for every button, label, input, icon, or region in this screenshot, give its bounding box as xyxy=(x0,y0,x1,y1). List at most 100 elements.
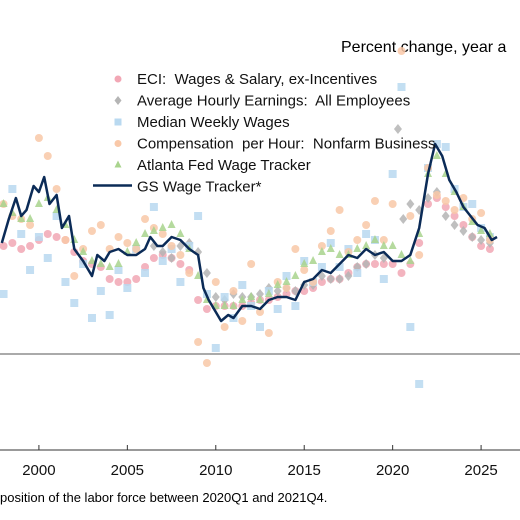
data-point xyxy=(415,380,424,388)
legend-marker xyxy=(114,140,122,147)
data-point xyxy=(326,239,335,247)
data-point xyxy=(450,206,459,214)
data-point xyxy=(309,256,318,264)
data-point xyxy=(397,269,406,277)
data-point xyxy=(96,221,105,229)
data-point xyxy=(220,323,229,331)
legend-label: Atlanta Fed Wage Tracker xyxy=(137,157,311,174)
axis-layer: 2000 2005 2010 2015 2020 2025 xyxy=(0,353,520,479)
data-point xyxy=(229,301,238,309)
data-point xyxy=(432,151,441,159)
data-point xyxy=(123,284,132,292)
data-point xyxy=(17,230,26,238)
data-point xyxy=(220,301,229,309)
data-point xyxy=(450,220,459,230)
series-line-gs-wage-tracker xyxy=(0,142,498,323)
data-point xyxy=(379,241,388,249)
data-point xyxy=(70,272,79,280)
data-point xyxy=(87,256,96,264)
data-point xyxy=(432,191,441,199)
data-point xyxy=(326,274,335,284)
data-point xyxy=(317,247,326,255)
data-point xyxy=(256,289,264,299)
x-tick-label: 2000 xyxy=(22,462,55,479)
data-point xyxy=(194,296,203,304)
data-point xyxy=(300,266,309,274)
data-point xyxy=(141,215,150,223)
data-point xyxy=(211,292,220,302)
data-point xyxy=(17,245,26,253)
data-point xyxy=(194,271,203,279)
data-point xyxy=(399,214,408,224)
data-point xyxy=(247,260,256,268)
legend-label: Average Hourly Earnings: All Employees xyxy=(137,93,410,110)
data-point xyxy=(335,250,344,258)
chart-footnote: position of the labor force between 2020… xyxy=(0,490,328,505)
data-point xyxy=(79,247,88,255)
data-point xyxy=(238,317,247,325)
data-point xyxy=(202,359,211,367)
data-point xyxy=(326,244,335,252)
legend-marker xyxy=(114,160,122,168)
data-point xyxy=(132,245,141,253)
data-point xyxy=(238,281,247,289)
data-point xyxy=(96,259,105,267)
data-point xyxy=(123,239,132,247)
data-point xyxy=(424,200,433,208)
data-point xyxy=(406,212,415,220)
data-point xyxy=(43,152,52,160)
data-point xyxy=(282,277,291,285)
data-point xyxy=(0,199,8,207)
data-point xyxy=(176,229,185,237)
data-point xyxy=(149,226,158,234)
data-point xyxy=(397,250,406,258)
data-point xyxy=(335,274,344,284)
series-atlanta-fed-wage-tracker xyxy=(0,151,494,309)
data-point xyxy=(194,338,203,346)
data-point xyxy=(87,227,96,235)
data-point xyxy=(256,308,264,316)
x-tick-label: 2015 xyxy=(288,462,321,479)
data-point xyxy=(441,211,450,221)
data-point xyxy=(441,203,450,211)
data-point xyxy=(362,221,371,229)
data-point xyxy=(114,259,123,267)
data-point xyxy=(211,344,220,352)
data-point xyxy=(194,212,203,220)
data-point xyxy=(335,263,344,271)
data-point xyxy=(79,260,88,268)
data-point xyxy=(477,226,486,234)
data-point xyxy=(291,302,300,310)
data-point xyxy=(26,242,35,250)
data-point xyxy=(406,199,415,209)
data-point xyxy=(158,247,167,257)
data-point xyxy=(0,242,8,250)
x-tick-label: 2005 xyxy=(111,462,144,479)
data-point xyxy=(344,271,353,281)
data-point xyxy=(388,170,397,178)
data-point xyxy=(43,254,52,262)
data-point xyxy=(291,271,300,279)
data-point xyxy=(379,275,388,283)
data-point xyxy=(379,236,388,244)
data-point xyxy=(415,251,424,259)
data-point xyxy=(388,241,397,249)
data-point xyxy=(26,266,35,274)
data-point xyxy=(149,254,158,262)
data-point xyxy=(468,217,477,225)
data-point xyxy=(477,209,486,217)
data-point xyxy=(167,253,176,263)
data-point xyxy=(202,268,211,278)
data-point xyxy=(406,323,415,331)
data-point xyxy=(273,280,282,288)
data-point xyxy=(397,83,406,91)
series-compensation-per-hour-nonfarm-business xyxy=(0,47,494,367)
data-point xyxy=(8,185,17,193)
data-point xyxy=(317,242,326,250)
data-point xyxy=(220,293,229,301)
data-point xyxy=(362,259,371,269)
data-point xyxy=(379,260,388,268)
data-point xyxy=(353,269,362,277)
data-point xyxy=(388,200,397,208)
